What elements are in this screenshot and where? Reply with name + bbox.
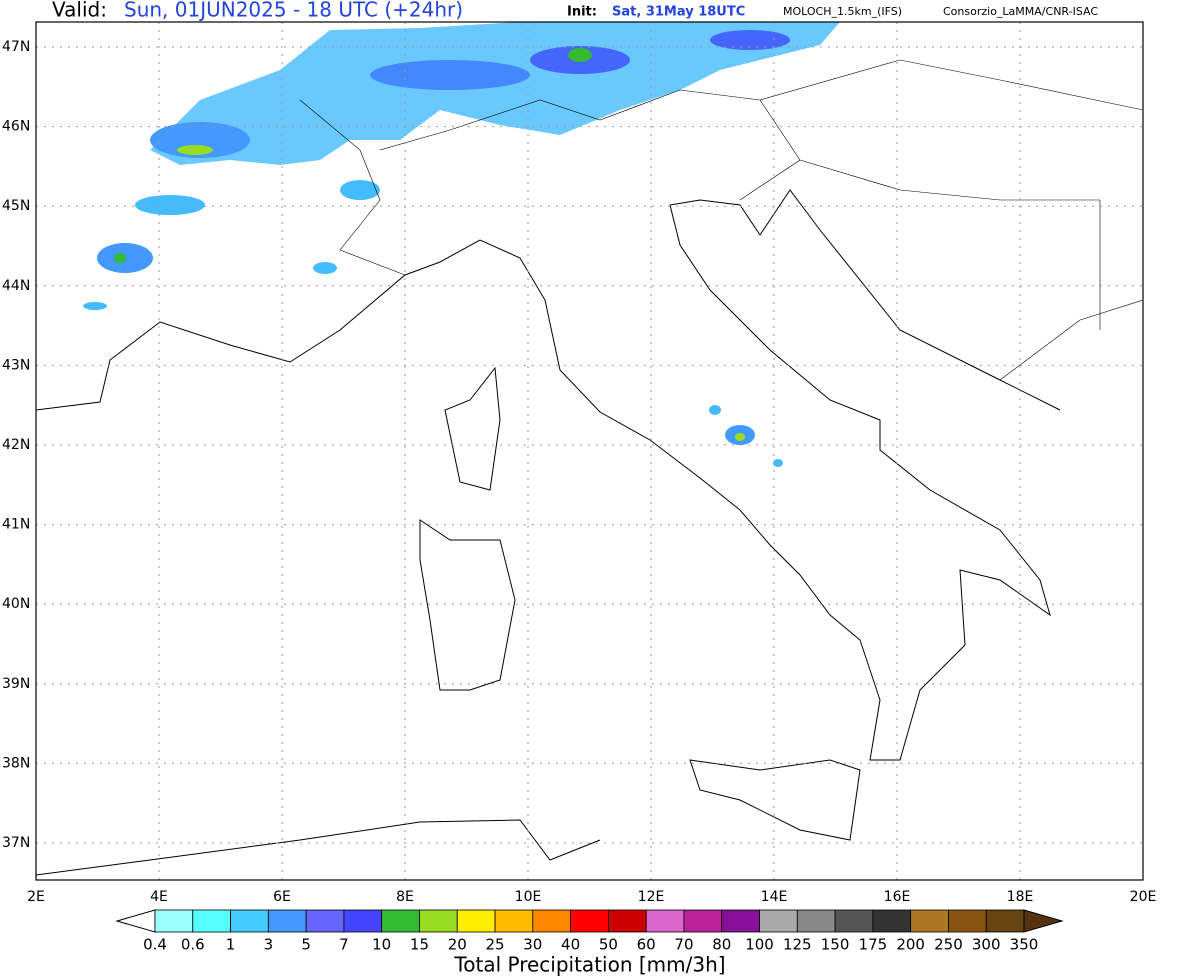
lat-label: 43N [2,357,30,373]
map-frame [35,21,1144,881]
lon-label: 10E [515,889,542,905]
lat-label: 41N [2,517,30,533]
sardinia [419,519,516,691]
colorbar-box [872,909,912,933]
lat-label: 46N [2,119,30,135]
coastline [36,189,1061,761]
colorbar-label: 70 [674,936,693,954]
colorbar-label: 300 [972,936,1001,954]
colorbar-label: 350 [1010,936,1039,954]
colorbar-label: 250 [934,936,963,954]
colorbar-label: 7 [339,936,349,954]
precipitation [83,22,840,467]
colorbar-label: 200 [896,936,925,954]
colorbar-box [759,909,798,933]
valid-time: Sun, 01JUN2025 - 18 UTC (+24hr) [124,0,463,22]
valid-label: Valid: [52,0,107,22]
colorbar-label: 20 [448,936,467,954]
map-area [35,21,1144,881]
colorbar-label: 175 [859,936,888,954]
colorbar-box [305,909,345,933]
colorbar-box [683,909,723,933]
colorbar-box [570,909,609,933]
lon-label: 12E [638,889,665,905]
sicily [689,759,861,841]
colorbar-box [192,909,231,933]
colorbar-label: 30 [523,936,542,954]
lat-label: 38N [2,755,30,771]
colorbar-label: 0.6 [181,936,205,954]
lon-label: 18E [1007,889,1034,905]
colorbar-label: 10 [372,936,391,954]
lon-label: 8E [396,889,414,905]
lon-label: 6E [273,889,291,905]
graticule [36,22,1143,880]
colorbar-end [1023,909,1064,933]
borders [299,59,1143,381]
colorbar-label: 100 [745,936,774,954]
colorbar-label: 25 [485,936,504,954]
colorbar-label: 80 [712,936,731,954]
colorbar-label: 0.4 [143,936,167,954]
colorbar-box [419,909,458,933]
colorbar-box [796,909,836,933]
colorbar-box [910,909,949,933]
colorbar-box [154,909,194,933]
colorbar-box [721,909,760,933]
colorbar-box [267,909,307,933]
colorbar-box [607,909,647,933]
colorbar-box [948,909,987,933]
model-name: MOLOCH_1.5km_(IFS) [783,5,902,18]
lon-label: 2E [27,889,45,905]
lat-label: 47N [2,39,30,55]
colorbar-box [456,909,496,933]
init-time: Sat, 31May 18UTC [612,5,745,20]
geography [36,22,1143,876]
colorbar-box [645,909,685,933]
colorbar-box [343,909,383,933]
colorbar-box [381,909,420,933]
colorbar-label: 50 [599,936,618,954]
lon-label: 16E [884,889,911,905]
lat-label: 42N [2,437,30,453]
colorbar-label: 125 [783,936,812,954]
lat-label: 37N [2,835,30,851]
colorbar-box [494,909,534,933]
lat-label: 40N [2,596,30,612]
source-name: Consorzio_LaMMA/CNR-ISAC [943,5,1098,18]
lon-label: 4E [150,889,168,905]
colorbar-label: 1 [226,936,236,954]
init-label: Init: [567,5,597,20]
lon-label: 20E [1130,889,1157,905]
colorbar-label: 15 [410,936,429,954]
lat-label: 45N [2,198,30,214]
colorbar-label: 40 [561,936,580,954]
colorbar-box [532,909,572,933]
africa-coast [36,819,601,876]
colorbar-label: 150 [821,936,850,954]
colorbar: Total Precipitation [mm/3h] 0.4 0.6 1 3 5 7 10… [115,909,1064,977]
lon-label: 14E [761,889,788,905]
colorbar-label: 60 [637,936,656,954]
colorbar-box [834,909,874,933]
colorbar-box [230,909,269,933]
colorbar-label: 5 [301,936,311,954]
colorbar-label: 3 [264,936,274,954]
colorbar-title: Total Precipitation [mm/3h] [453,953,725,977]
corsica [444,366,501,491]
lat-label: 39N [2,676,30,692]
colorbar-box [985,909,1025,933]
lat-label: 44N [2,278,30,294]
